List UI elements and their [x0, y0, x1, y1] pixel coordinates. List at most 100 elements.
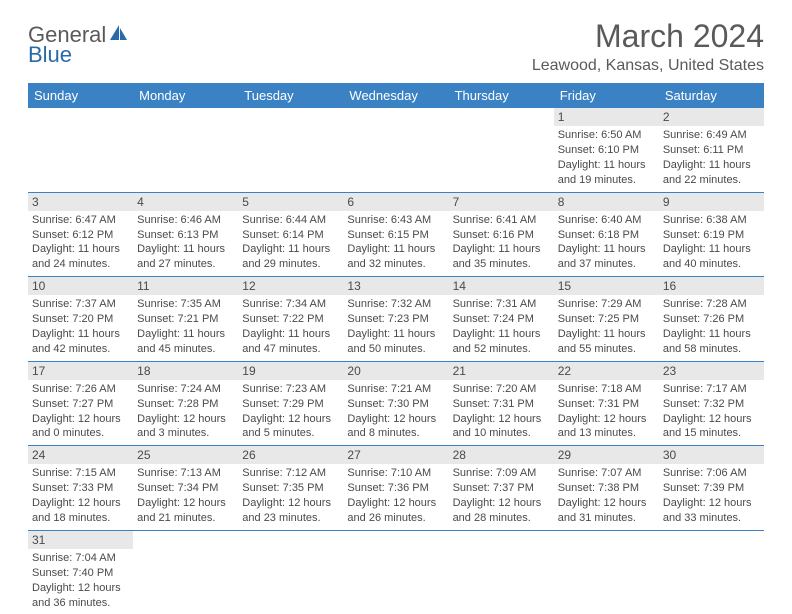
day-content: Sunrise: 7:21 AMSunset: 7:30 PMDaylight:…: [343, 380, 448, 445]
day-cell: 8Sunrise: 6:40 AMSunset: 6:18 PMDaylight…: [554, 193, 659, 277]
sail-icon: [108, 23, 130, 48]
week-row: 31Sunrise: 7:04 AMSunset: 7:40 PMDayligh…: [28, 531, 764, 614]
day-content: Sunrise: 7:09 AMSunset: 7:37 PMDaylight:…: [449, 464, 554, 529]
day-cell: 3Sunrise: 6:47 AMSunset: 6:12 PMDaylight…: [28, 193, 133, 277]
day-number: 22: [554, 362, 659, 380]
day-number: 29: [554, 446, 659, 464]
day-number: 11: [133, 277, 238, 295]
daylight-text: Daylight: 12 hours and 0 minutes.: [32, 412, 129, 442]
calendar: Sunday Monday Tuesday Wednesday Thursday…: [28, 83, 764, 614]
day-cell: 28Sunrise: 7:09 AMSunset: 7:37 PMDayligh…: [449, 446, 554, 530]
sunrise-text: Sunrise: 7:28 AM: [663, 297, 760, 312]
logo-text-blue: Blue: [28, 42, 72, 67]
day-content: Sunrise: 6:50 AMSunset: 6:10 PMDaylight:…: [554, 126, 659, 191]
sunrise-text: Sunrise: 6:43 AM: [347, 213, 444, 228]
day-content: Sunrise: 7:26 AMSunset: 7:27 PMDaylight:…: [28, 380, 133, 445]
daylight-text: Daylight: 11 hours and 55 minutes.: [558, 327, 655, 357]
sunset-text: Sunset: 6:15 PM: [347, 228, 444, 243]
empty-cell: [238, 108, 343, 192]
logo-blue-wrap: Blue: [28, 42, 72, 68]
daylight-text: Daylight: 11 hours and 40 minutes.: [663, 242, 760, 272]
day-cell: 12Sunrise: 7:34 AMSunset: 7:22 PMDayligh…: [238, 277, 343, 361]
empty-cell: [449, 108, 554, 192]
day-cell: 30Sunrise: 7:06 AMSunset: 7:39 PMDayligh…: [659, 446, 764, 530]
day-content: Sunrise: 7:04 AMSunset: 7:40 PMDaylight:…: [28, 549, 133, 614]
day-content: Sunrise: 6:40 AMSunset: 6:18 PMDaylight:…: [554, 211, 659, 276]
sunset-text: Sunset: 7:38 PM: [558, 481, 655, 496]
daylight-text: Daylight: 12 hours and 18 minutes.: [32, 496, 129, 526]
sunset-text: Sunset: 7:39 PM: [663, 481, 760, 496]
sunrise-text: Sunrise: 6:40 AM: [558, 213, 655, 228]
day-cell: 10Sunrise: 7:37 AMSunset: 7:20 PMDayligh…: [28, 277, 133, 361]
sunrise-text: Sunrise: 6:47 AM: [32, 213, 129, 228]
day-content: Sunrise: 6:43 AMSunset: 6:15 PMDaylight:…: [343, 211, 448, 276]
week-row: 1Sunrise: 6:50 AMSunset: 6:10 PMDaylight…: [28, 108, 764, 193]
sunset-text: Sunset: 7:33 PM: [32, 481, 129, 496]
day-number: 7: [449, 193, 554, 211]
sunrise-text: Sunrise: 7:21 AM: [347, 382, 444, 397]
sunset-text: Sunset: 7:27 PM: [32, 397, 129, 412]
sunset-text: Sunset: 7:20 PM: [32, 312, 129, 327]
daylight-text: Daylight: 11 hours and 27 minutes.: [137, 242, 234, 272]
day-cell: 19Sunrise: 7:23 AMSunset: 7:29 PMDayligh…: [238, 362, 343, 446]
day-number: 20: [343, 362, 448, 380]
daylight-text: Daylight: 12 hours and 15 minutes.: [663, 412, 760, 442]
day-number: 21: [449, 362, 554, 380]
day-content: Sunrise: 6:38 AMSunset: 6:19 PMDaylight:…: [659, 211, 764, 276]
sunset-text: Sunset: 6:13 PM: [137, 228, 234, 243]
day-number: 10: [28, 277, 133, 295]
daylight-text: Daylight: 12 hours and 8 minutes.: [347, 412, 444, 442]
daylight-text: Daylight: 12 hours and 31 minutes.: [558, 496, 655, 526]
day-content: Sunrise: 7:12 AMSunset: 7:35 PMDaylight:…: [238, 464, 343, 529]
month-title: March 2024: [532, 18, 764, 55]
day-content: Sunrise: 6:41 AMSunset: 6:16 PMDaylight:…: [449, 211, 554, 276]
sunrise-text: Sunrise: 6:46 AM: [137, 213, 234, 228]
day-number: 12: [238, 277, 343, 295]
day-content: Sunrise: 7:18 AMSunset: 7:31 PMDaylight:…: [554, 380, 659, 445]
weekday-header: Sunday: [28, 83, 133, 108]
day-cell: 24Sunrise: 7:15 AMSunset: 7:33 PMDayligh…: [28, 446, 133, 530]
day-number: 1: [554, 108, 659, 126]
day-content: Sunrise: 6:47 AMSunset: 6:12 PMDaylight:…: [28, 211, 133, 276]
sunset-text: Sunset: 7:22 PM: [242, 312, 339, 327]
sunrise-text: Sunrise: 7:31 AM: [453, 297, 550, 312]
day-number: 6: [343, 193, 448, 211]
empty-cell: [449, 531, 554, 614]
day-content: Sunrise: 7:28 AMSunset: 7:26 PMDaylight:…: [659, 295, 764, 360]
day-cell: 9Sunrise: 6:38 AMSunset: 6:19 PMDaylight…: [659, 193, 764, 277]
weekday-header: Tuesday: [238, 83, 343, 108]
day-cell: 22Sunrise: 7:18 AMSunset: 7:31 PMDayligh…: [554, 362, 659, 446]
day-number: 30: [659, 446, 764, 464]
sunset-text: Sunset: 7:35 PM: [242, 481, 339, 496]
day-cell: 11Sunrise: 7:35 AMSunset: 7:21 PMDayligh…: [133, 277, 238, 361]
daylight-text: Daylight: 12 hours and 3 minutes.: [137, 412, 234, 442]
day-content: Sunrise: 7:20 AMSunset: 7:31 PMDaylight:…: [449, 380, 554, 445]
daylight-text: Daylight: 11 hours and 47 minutes.: [242, 327, 339, 357]
day-content: Sunrise: 7:29 AMSunset: 7:25 PMDaylight:…: [554, 295, 659, 360]
daylight-text: Daylight: 12 hours and 10 minutes.: [453, 412, 550, 442]
day-number: 8: [554, 193, 659, 211]
day-number: 13: [343, 277, 448, 295]
location: Leawood, Kansas, United States: [532, 57, 764, 75]
sunset-text: Sunset: 7:29 PM: [242, 397, 339, 412]
sunrise-text: Sunrise: 7:37 AM: [32, 297, 129, 312]
weekday-header: Thursday: [449, 83, 554, 108]
daylight-text: Daylight: 11 hours and 37 minutes.: [558, 242, 655, 272]
week-row: 24Sunrise: 7:15 AMSunset: 7:33 PMDayligh…: [28, 446, 764, 531]
day-content: Sunrise: 7:07 AMSunset: 7:38 PMDaylight:…: [554, 464, 659, 529]
day-content: Sunrise: 7:32 AMSunset: 7:23 PMDaylight:…: [343, 295, 448, 360]
sunrise-text: Sunrise: 6:44 AM: [242, 213, 339, 228]
day-number: 18: [133, 362, 238, 380]
day-cell: 25Sunrise: 7:13 AMSunset: 7:34 PMDayligh…: [133, 446, 238, 530]
day-number: 5: [238, 193, 343, 211]
sunrise-text: Sunrise: 7:17 AM: [663, 382, 760, 397]
daylight-text: Daylight: 12 hours and 26 minutes.: [347, 496, 444, 526]
day-content: Sunrise: 7:23 AMSunset: 7:29 PMDaylight:…: [238, 380, 343, 445]
sunrise-text: Sunrise: 7:35 AM: [137, 297, 234, 312]
sunrise-text: Sunrise: 6:38 AM: [663, 213, 760, 228]
day-content: Sunrise: 7:06 AMSunset: 7:39 PMDaylight:…: [659, 464, 764, 529]
day-number: 4: [133, 193, 238, 211]
day-content: Sunrise: 6:46 AMSunset: 6:13 PMDaylight:…: [133, 211, 238, 276]
weeks-container: 1Sunrise: 6:50 AMSunset: 6:10 PMDaylight…: [28, 108, 764, 614]
sunset-text: Sunset: 6:10 PM: [558, 143, 655, 158]
